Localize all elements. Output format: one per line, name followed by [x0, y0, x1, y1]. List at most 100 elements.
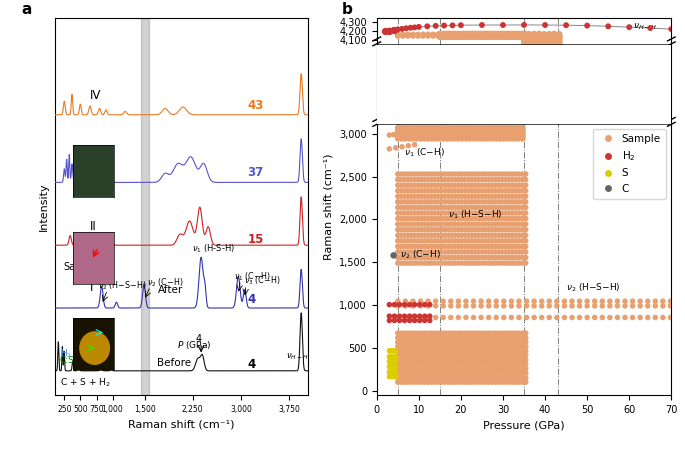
Point [510, 254, 521, 261]
Point [490, 32, 501, 39]
Point [503, 259, 514, 266]
Point [523, 35, 534, 42]
Point [457, 129, 468, 136]
Point [446, 32, 457, 39]
Point [510, 215, 521, 222]
Point [483, 243, 494, 250]
Point [429, 379, 440, 386]
Point [507, 356, 518, 364]
Point [514, 187, 525, 194]
Text: $\nu_{H-H}$: $\nu_{H-H}$ [286, 352, 308, 362]
Point [540, 21, 551, 29]
Point [551, 302, 562, 310]
Point [559, 302, 570, 310]
Point [566, 314, 577, 321]
Point [493, 32, 504, 39]
Point [440, 215, 451, 222]
Point [440, 30, 451, 37]
Point [416, 221, 427, 228]
Point [503, 352, 514, 359]
Point [470, 221, 481, 228]
Point [449, 192, 460, 200]
Point [500, 209, 511, 217]
Point [477, 176, 488, 183]
Point [426, 248, 437, 256]
Point [554, 38, 565, 45]
Point [582, 302, 593, 310]
Point [493, 365, 504, 372]
Point [490, 356, 501, 364]
Point [436, 343, 447, 350]
Point [440, 370, 451, 377]
Point [463, 237, 474, 244]
Point [436, 221, 447, 228]
Point [619, 297, 630, 305]
Point [510, 226, 521, 233]
Point [460, 314, 471, 321]
Point [429, 356, 440, 364]
Point [440, 33, 451, 40]
Point [479, 259, 490, 266]
Point [457, 130, 468, 138]
Point [500, 343, 511, 350]
Point [452, 32, 463, 39]
Point [495, 125, 506, 132]
Point [510, 248, 521, 256]
Point [440, 182, 451, 189]
Point [486, 259, 497, 266]
Point [544, 36, 555, 44]
Point [477, 248, 488, 256]
Point [393, 31, 403, 39]
Point [449, 133, 460, 140]
Point [493, 31, 504, 39]
Text: $\nu_2$ (H$-$S$-$H): $\nu_2$ (H$-$S$-$H) [566, 281, 621, 294]
Point [493, 243, 504, 250]
Point [470, 347, 481, 355]
Point [549, 38, 560, 45]
Point [503, 334, 514, 341]
Point [429, 370, 440, 377]
Point [514, 297, 525, 305]
Point [402, 32, 413, 39]
Point [408, 130, 419, 138]
Point [449, 128, 460, 135]
Point [463, 370, 474, 377]
Text: II: II [474, 49, 482, 62]
Point [416, 370, 427, 377]
Point [463, 259, 474, 266]
Point [457, 134, 468, 141]
Point [500, 192, 511, 200]
Point [508, 30, 519, 37]
Point [446, 215, 457, 222]
Point [493, 192, 504, 200]
Point [393, 343, 403, 350]
Point [473, 370, 484, 377]
Point [456, 192, 467, 200]
Point [493, 370, 504, 377]
Point [473, 31, 484, 39]
Point [411, 133, 422, 140]
Point [503, 221, 514, 228]
Point [514, 259, 525, 266]
Point [416, 237, 427, 244]
Point [554, 37, 565, 44]
Point [419, 182, 430, 189]
Point [384, 27, 395, 35]
Point [517, 347, 528, 355]
Point [440, 221, 451, 228]
Point [529, 39, 540, 47]
Point [479, 198, 490, 206]
Point [514, 131, 525, 138]
Point [520, 31, 531, 39]
Point [472, 133, 483, 140]
Point [511, 33, 522, 40]
Point [493, 338, 504, 345]
Point [597, 302, 608, 310]
Point [549, 39, 560, 47]
Point [412, 209, 423, 217]
Point [419, 128, 429, 135]
Text: $\nu_1$ (H$-$S$-$H): $\nu_1$ (H$-$S$-$H) [448, 209, 503, 221]
Point [483, 221, 494, 228]
Point [430, 125, 441, 132]
Text: C + S + H$_2$: C + S + H$_2$ [60, 376, 111, 389]
